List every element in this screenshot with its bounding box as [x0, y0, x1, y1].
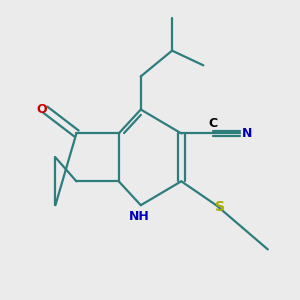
Text: NH: NH [129, 210, 149, 223]
Text: N: N [242, 127, 252, 140]
Text: C: C [208, 117, 217, 130]
Text: S: S [215, 200, 225, 214]
Text: O: O [36, 103, 47, 116]
